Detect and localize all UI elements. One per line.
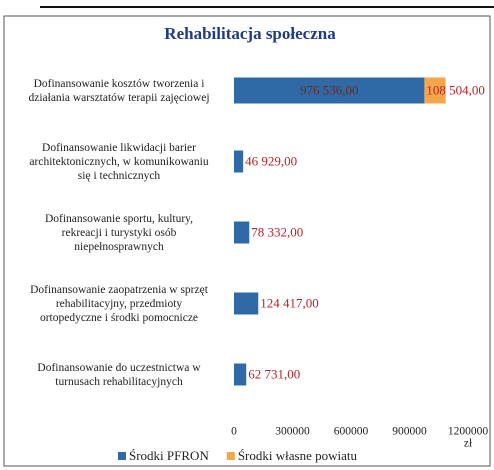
bar [234, 292, 259, 315]
bar [234, 221, 250, 244]
value-label: 124 417,00 [260, 295, 319, 310]
bar [234, 363, 247, 386]
chart-title: Rehabilitacja społeczna [164, 24, 336, 43]
legend-label: Środki własne powiatu [238, 448, 358, 463]
frame [3, 15, 491, 467]
y-tick-label: Dofinansowanie sportu, kultury, rekreacj… [44, 212, 194, 253]
x-tick-label: 0 [231, 426, 237, 438]
y-tick-label: Dofinansowanie do uczestnictwa w turnusa… [37, 361, 201, 388]
legend-swatch [226, 452, 235, 460]
y-tick-label: Dofinansowanie kosztów tworzenia i dział… [28, 77, 210, 104]
value-label: 62 731,00 [248, 366, 300, 381]
value-label: 108 504,00 [426, 82, 485, 97]
y-tick-label: Dofinansowanie likwidacji barier archite… [29, 141, 209, 182]
x-axis-label: zł [464, 438, 473, 450]
value-label: 976 536,00 [300, 82, 359, 97]
legend-label: Środki PFRON [129, 448, 209, 463]
value-label: 78 332,00 [251, 224, 303, 239]
bar [234, 150, 244, 173]
x-tick-label: 600000 [334, 426, 369, 438]
value-label: 46 929,00 [245, 153, 297, 168]
x-tick-label: 900000 [392, 426, 427, 438]
x-tick-label: 300000 [275, 426, 310, 438]
legend-swatch [118, 452, 126, 460]
bar [424, 77, 446, 104]
bar [234, 77, 425, 104]
x-tick-label: 1200000 [448, 426, 489, 438]
y-tick-label: Dofinansowanie zaopatrzenia w sprzęt reh… [30, 283, 208, 324]
